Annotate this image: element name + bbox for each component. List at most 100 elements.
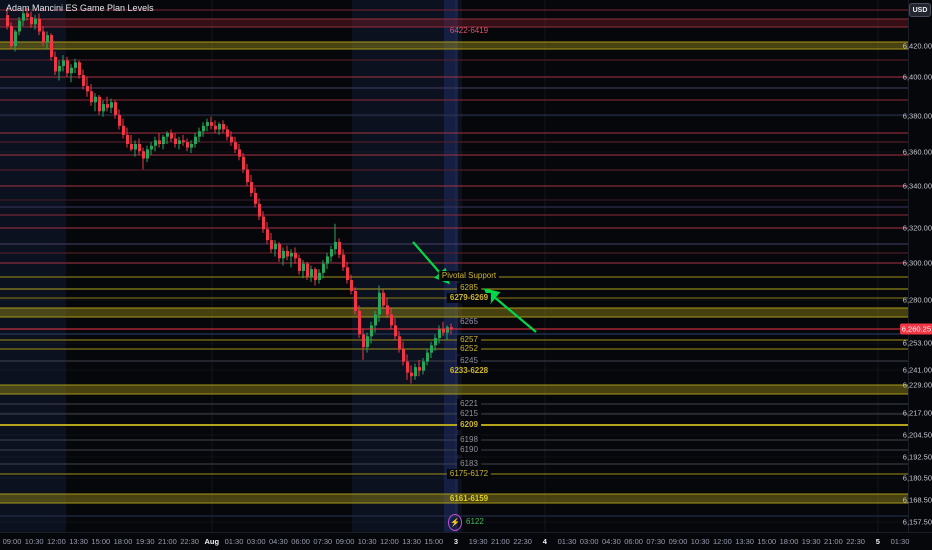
price-axis-label: 6,204.50 [902, 430, 932, 440]
level-price-label[interactable]: 6422-6419 [449, 26, 489, 35]
candle-body [18, 20, 21, 32]
level-price-label[interactable]: 6245 [457, 356, 481, 366]
candle-body [254, 192, 257, 204]
level-zone-band [0, 385, 908, 394]
lightning-event-icon[interactable]: ⚡ [448, 514, 462, 531]
candle-body [6, 15, 9, 27]
session-band [0, 0, 66, 532]
candle-body [446, 327, 449, 333]
candle-body [210, 122, 213, 126]
candle-body [218, 124, 221, 130]
candle-body [282, 251, 285, 259]
candle-body [270, 240, 273, 250]
candle-body [206, 122, 209, 126]
candle-body [194, 136, 197, 144]
candle-body [378, 292, 381, 315]
candle-body [162, 136, 165, 144]
time-axis-label: 18:00 [113, 537, 133, 546]
level-price-label[interactable]: 6215 [457, 409, 481, 419]
level-price-label[interactable]: 6233-6228 [449, 366, 489, 375]
candle-body [322, 263, 325, 273]
level-price-label[interactable]: 6209 [457, 420, 481, 430]
chart-title: Adam Mancini ES Game Plan Levels [6, 3, 154, 13]
candle-body [86, 85, 89, 92]
price-axis-label: 6,192.50 [902, 452, 932, 462]
time-axis-label: 13:30 [69, 537, 88, 546]
candle-body [306, 263, 309, 277]
time-axis-label: 22:30 [513, 537, 532, 546]
candle-body [374, 314, 377, 326]
candle-body [174, 138, 177, 144]
price-axis-label: 6,157.50 [902, 517, 932, 527]
candle-body [150, 145, 153, 150]
candle-body [414, 367, 417, 377]
time-axis-label: 19:30 [135, 537, 155, 546]
candle-body [50, 35, 53, 57]
level-zone-band [0, 308, 908, 317]
time-axis-label: 07:30 [313, 537, 333, 546]
candle-body [250, 182, 253, 193]
candle-body [214, 125, 217, 130]
candle-body [22, 13, 25, 21]
level-price-label[interactable]: 6257 [457, 335, 481, 345]
time-axis-label: 22:30 [846, 537, 865, 546]
time-axis[interactable]: 09:00 10:30 12:00 13:30 15:00 18:00 19:30 21:00… [0, 532, 932, 550]
time-axis-label: 15:00 [424, 537, 444, 546]
price-axis-label: 6,300.00 [902, 258, 932, 268]
candle-body [154, 140, 157, 146]
time-axis-label: 09:00 [2, 537, 22, 546]
candle-body [434, 338, 437, 346]
level-price-label[interactable]: 6183 [457, 459, 481, 469]
price-axis-label: 6,360.00 [902, 147, 932, 157]
candle-body [334, 241, 337, 250]
candle-body [442, 329, 445, 333]
time-axis-label: 03:00 [246, 537, 266, 546]
candle-body [242, 156, 245, 170]
candle-body [74, 62, 77, 68]
level-price-label[interactable]: 6175-6172 [446, 469, 492, 479]
chart-area[interactable]: 6422-6419 Pivotal Support 6285 6279-6269 626… [0, 0, 908, 532]
candle-body [118, 114, 121, 126]
candle-body [246, 169, 249, 183]
candle-body [82, 75, 85, 86]
time-axis-label: 21:00 [158, 537, 177, 546]
level-price-label[interactable]: 6279-6269 [446, 293, 492, 303]
candle-body [106, 104, 109, 108]
candle-body [406, 361, 409, 373]
candle-body [314, 269, 317, 281]
candle-body [230, 136, 233, 143]
lightning-glyph: ⚡ [450, 518, 460, 527]
level-price-label[interactable]: 6265 [460, 317, 478, 326]
chart-canvas[interactable] [0, 0, 908, 532]
candle-body [90, 91, 93, 103]
candle-body [114, 102, 117, 115]
time-axis-label: 12:00 [380, 537, 399, 546]
price-axis-label: 6,320.00 [902, 223, 932, 233]
candle-body [426, 352, 429, 362]
level-price-label[interactable]: 6285 [457, 283, 481, 293]
price-axis-label: 6,380.00 [902, 111, 932, 121]
level-price-label[interactable]: Pivotal Support [438, 271, 500, 281]
time-axis-label: 21:00 [491, 537, 510, 546]
annotation-arrow[interactable] [483, 288, 537, 333]
level-price-label[interactable]: 6190 [457, 445, 481, 455]
candle-body [186, 142, 189, 148]
candle-body [422, 361, 425, 371]
candle-body [226, 129, 229, 137]
candle-body [130, 143, 133, 150]
level-price-label[interactable]: 6221 [457, 399, 481, 409]
candle-body [350, 280, 353, 291]
price-axis-label: 6,280.00 [902, 295, 932, 305]
level-price-label[interactable]: 6252 [457, 344, 481, 354]
candle-body [134, 143, 137, 150]
candle-body [102, 104, 105, 112]
time-axis-day-marker: 3 [453, 537, 459, 546]
level-price-label[interactable]: 6161-6159 [449, 494, 489, 503]
time-axis-label: 10:30 [24, 537, 44, 546]
level-zone-band [0, 19, 908, 27]
currency-button[interactable]: USD [909, 3, 931, 17]
event-price-label: 6122 [466, 517, 484, 526]
price-axis[interactable]: USD 6,420.00 6,400.00 6,380.00 6,360.00 6,34… [899, 0, 932, 532]
candle-body [310, 269, 313, 277]
level-price-label[interactable]: 6198 [457, 435, 481, 445]
